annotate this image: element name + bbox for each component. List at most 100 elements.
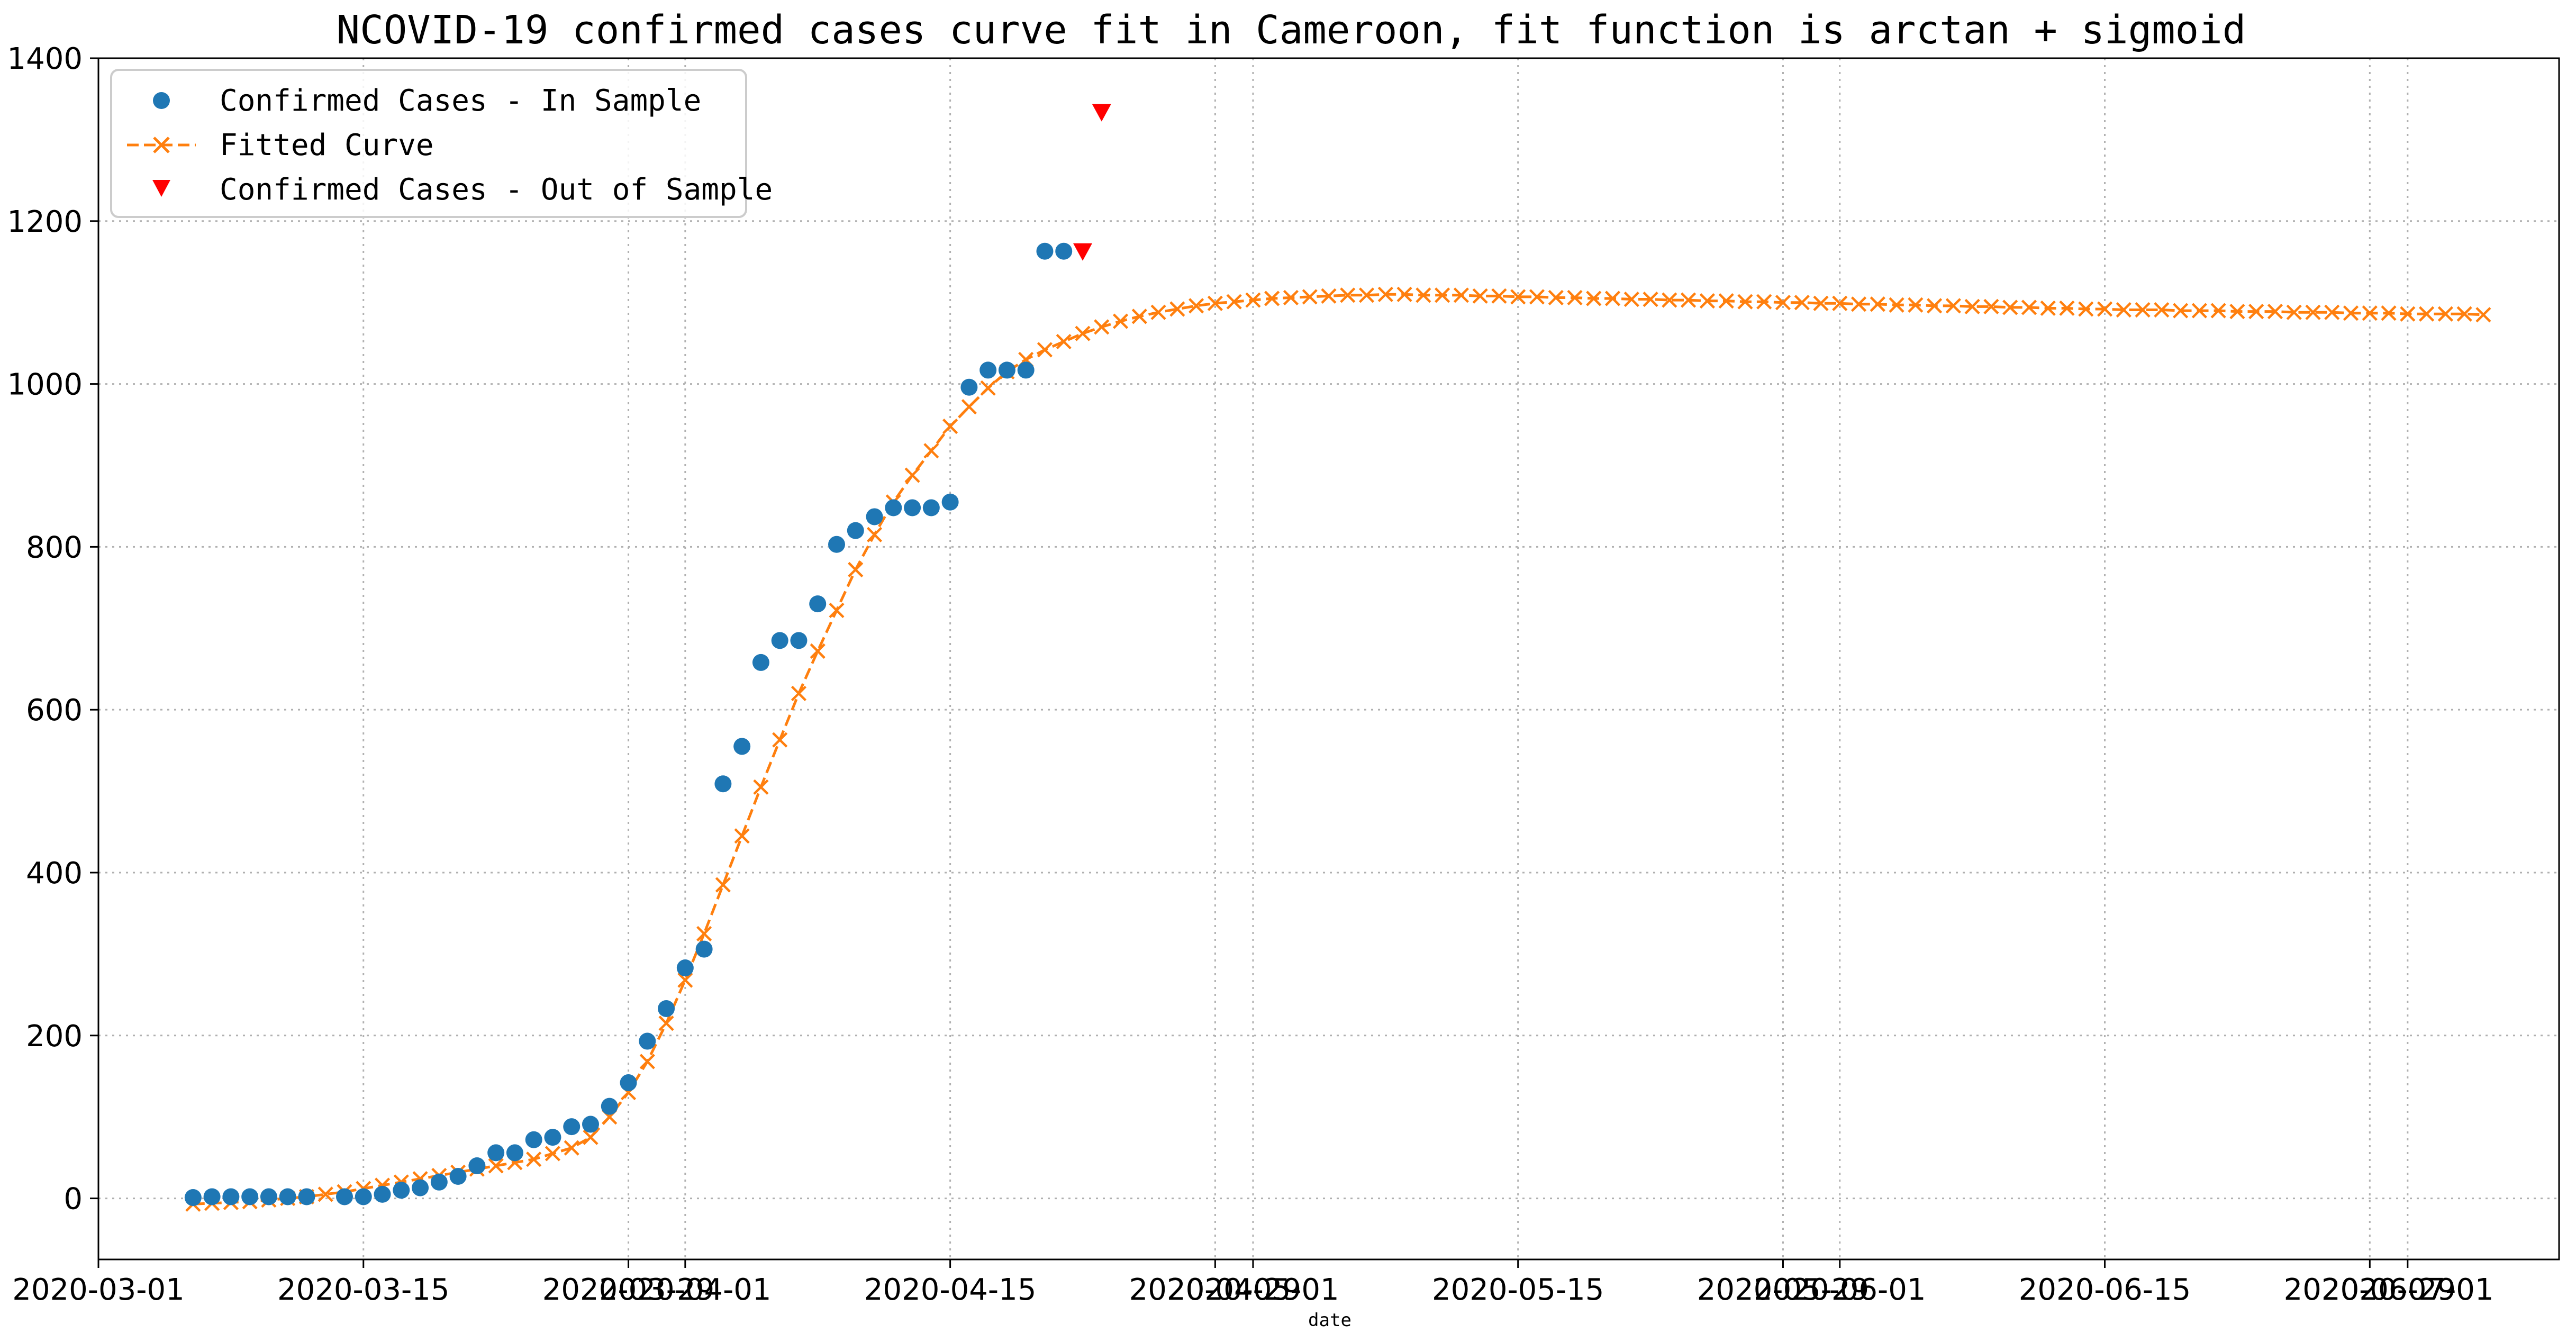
in-sample-point: [620, 1074, 637, 1092]
fitted-curve-marker: [488, 1158, 504, 1174]
fitted-curve-marker: [829, 602, 845, 619]
fitted-curve-marker: [2078, 301, 2094, 317]
fitted-curve-marker: [1396, 286, 1412, 302]
x-tick-label: 2020-03-29: [542, 1273, 714, 1307]
fitted-curve-marker: [1340, 287, 1356, 303]
fitted-curve-marker: [1643, 291, 1658, 307]
fitted-curve-marker: [2324, 304, 2340, 320]
chart-title: NCOVID-19 confirmed cases curve fit in C…: [337, 7, 2246, 53]
legend-marker-fitted: [153, 137, 170, 153]
in-sample-point: [1017, 361, 1035, 379]
in-sample-point: [998, 361, 1015, 379]
x-tick-label: 2020-05-01: [1167, 1273, 1339, 1307]
fitted-curve-marker: [696, 926, 712, 942]
in-sample-point: [279, 1188, 296, 1205]
fitted-curve-marker: [1813, 295, 1829, 311]
in-sample-point: [828, 536, 845, 553]
fitted-curve-marker: [1264, 291, 1280, 306]
in-sample-point: [790, 632, 808, 649]
in-sample-point: [941, 493, 959, 511]
x-tick-label: 2020-04-29: [1129, 1273, 1301, 1307]
fitted-curve-marker: [1945, 298, 1961, 314]
in-sample-point: [393, 1182, 410, 1199]
fitted-curve-marker: [2021, 300, 2037, 315]
in-sample-point: [866, 508, 883, 525]
y-tick-label: 1000: [7, 368, 83, 402]
fitted-curve-marker: [1529, 289, 1545, 305]
fitted-curve-marker: [715, 877, 731, 893]
fitted-curve-marker: [1453, 287, 1469, 303]
fitted-curve-marker: [866, 527, 883, 542]
fitted-curve-marker: [1718, 293, 1734, 309]
fitted-curve-marker: [2362, 305, 2378, 321]
fitted-curve-marker: [658, 1015, 674, 1031]
fitted-curve-marker: [1472, 288, 1488, 304]
x-tick-label: 2020-03-15: [277, 1273, 449, 1307]
in-sample-point: [355, 1188, 372, 1205]
in-sample-point: [468, 1157, 486, 1175]
in-sample-point: [487, 1144, 505, 1162]
x-tick-label: 2020-06-01: [1754, 1273, 1926, 1307]
x-tick-label: 2020-05-29: [1697, 1273, 1869, 1307]
in-sample-point: [412, 1179, 429, 1196]
fitted-curve-marker: [1681, 292, 1697, 308]
fitted-curve-marker: [1169, 301, 1185, 317]
fitted-curve-marker: [2286, 304, 2302, 320]
in-sample-point: [639, 1032, 656, 1050]
in-sample-point: [582, 1116, 599, 1133]
in-sample-point: [714, 775, 732, 793]
x-tick-label: 2020-07-01: [2321, 1273, 2493, 1307]
fitted-curve-marker: [1756, 294, 1772, 310]
legend: Confirmed Cases - In Sample Fitted Curve…: [110, 69, 773, 218]
fitted-curve-marker: [1358, 287, 1375, 303]
y-tick-label: 200: [26, 1019, 83, 1054]
fitted-curve-marker: [1056, 333, 1072, 350]
fitted-curve-marker: [564, 1140, 579, 1156]
in-sample-point: [960, 378, 978, 396]
fitted-curve-marker: [1075, 325, 1091, 341]
in-sample-point: [676, 959, 694, 977]
fitted-curve-marker: [1548, 289, 1564, 306]
y-tick-label: 1200: [7, 205, 83, 239]
fitted-curve-marker: [848, 561, 864, 578]
y-tick-label: 0: [64, 1182, 83, 1217]
y-tick-label: 600: [26, 693, 83, 728]
fitted-curve-marker: [2116, 302, 2131, 318]
in-sample-point: [430, 1173, 448, 1191]
fitted-curve-marker: [1775, 295, 1791, 311]
fitted-curve-marker: [1207, 295, 1223, 311]
in-sample-point: [184, 1189, 202, 1207]
fitted-curve-marker: [2002, 300, 2018, 315]
fitted-curve-marker: [2173, 303, 2189, 319]
legend-label-fitted: Fitted Curve: [220, 128, 434, 162]
fitted-curve-marker: [318, 1186, 333, 1202]
x-tick-label: 2020-03-01: [12, 1273, 184, 1307]
fitted-curve-marker: [1908, 297, 1924, 313]
fitted-curve-marker: [2475, 307, 2491, 323]
series-layer: [184, 104, 2491, 1212]
out-of-sample-point: [1092, 104, 1111, 122]
fitted-curve-marker: [1094, 319, 1110, 335]
fitted-curve-marker: [734, 828, 750, 844]
fitted-curve-marker: [2191, 303, 2207, 319]
fitted-curve-marker: [526, 1151, 542, 1167]
plot-frame: [97, 57, 2560, 1261]
fitted-curve-marker: [1889, 297, 1904, 313]
fitted-curve-marker: [2419, 306, 2435, 322]
fitted-curve-marker: [639, 1054, 655, 1069]
legend-marker-in-sample: [153, 92, 170, 109]
fitted-curve-marker: [1510, 289, 1526, 305]
axes: 0 200 400 600 800 1000 1200 1400 2020-03-01 2020-…: [7, 42, 2560, 1307]
fitted-curve-marker: [1037, 342, 1053, 358]
fitted-curve-marker: [1377, 286, 1393, 302]
x-tick-label: 2020-06-29: [2284, 1273, 2456, 1307]
fitted-curve-marker: [545, 1146, 561, 1162]
fitted-curve-marker: [2059, 300, 2075, 316]
fitted-curve-marker: [1604, 291, 1621, 306]
fitted-curve-marker: [1983, 298, 1999, 314]
fitted-curve-marker: [1416, 287, 1431, 303]
in-sample-point: [374, 1185, 391, 1203]
fitted-curve-marker: [583, 1129, 598, 1145]
